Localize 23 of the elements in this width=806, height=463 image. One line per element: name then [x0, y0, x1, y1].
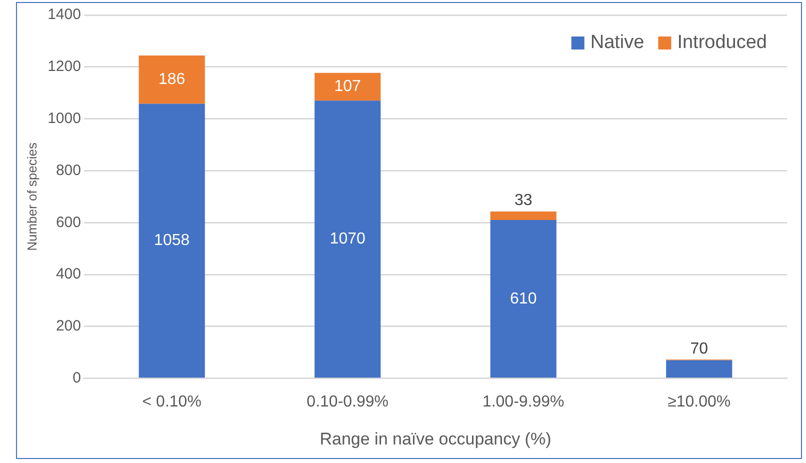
y-tick-label: 400: [56, 266, 81, 283]
y-tick-label: 200: [56, 318, 81, 335]
data-label: 1058: [154, 232, 190, 250]
data-label: 1070: [330, 230, 366, 248]
data-label: 33: [514, 192, 532, 209]
y-tick-label: 0: [72, 370, 81, 387]
x-tick-label: ≥10.00%: [668, 393, 731, 410]
x-axis-title: Range in naïve occupancy (%): [320, 429, 552, 448]
y-tick-label: 1400: [48, 6, 81, 24]
y-tick-label: 600: [56, 214, 81, 231]
x-tick-label: 1.00-9.99%: [482, 393, 564, 410]
x-tick-label: 0.10-0.99%: [306, 393, 389, 410]
data-label: 186: [158, 71, 186, 88]
data-label: 70: [690, 340, 708, 358]
data-label: 107: [334, 78, 362, 96]
legend-label: Introduced: [677, 32, 768, 54]
x-tick-label: < 0.10%: [142, 393, 202, 410]
y-tick-label: 1000: [48, 110, 81, 127]
y-axis-title: Number of species: [24, 142, 40, 251]
legend-label: Native: [590, 32, 644, 54]
y-tick-label: 1200: [48, 58, 81, 76]
data-label: 610: [510, 290, 537, 308]
y-tick-label: 800: [56, 162, 81, 179]
